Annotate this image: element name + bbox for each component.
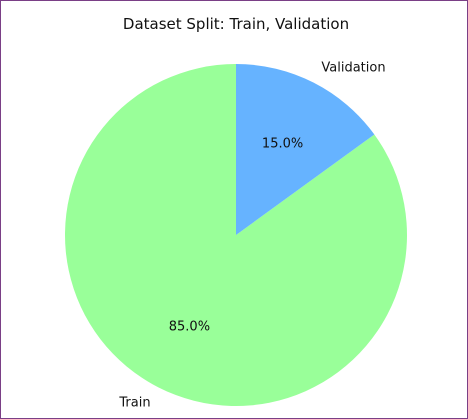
pie-slices: [65, 64, 408, 406]
slice-percent-validation: 15.0%: [262, 137, 303, 152]
slice-percent-train: 85.0%: [169, 319, 210, 334]
slice-label-validation: Validation: [321, 60, 385, 75]
chart-title: Dataset Split: Train, Validation: [123, 15, 349, 33]
slice-label-train: Train: [118, 396, 150, 411]
pie-slice-validation: [236, 64, 375, 235]
pie-labels: Train 85.0% Validation 15.0%: [118, 60, 385, 410]
pie-slice-train: [65, 64, 408, 406]
